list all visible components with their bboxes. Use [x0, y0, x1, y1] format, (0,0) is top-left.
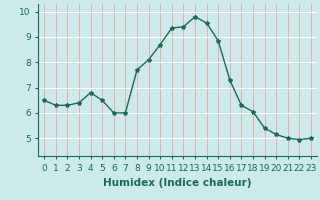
X-axis label: Humidex (Indice chaleur): Humidex (Indice chaleur): [103, 178, 252, 188]
